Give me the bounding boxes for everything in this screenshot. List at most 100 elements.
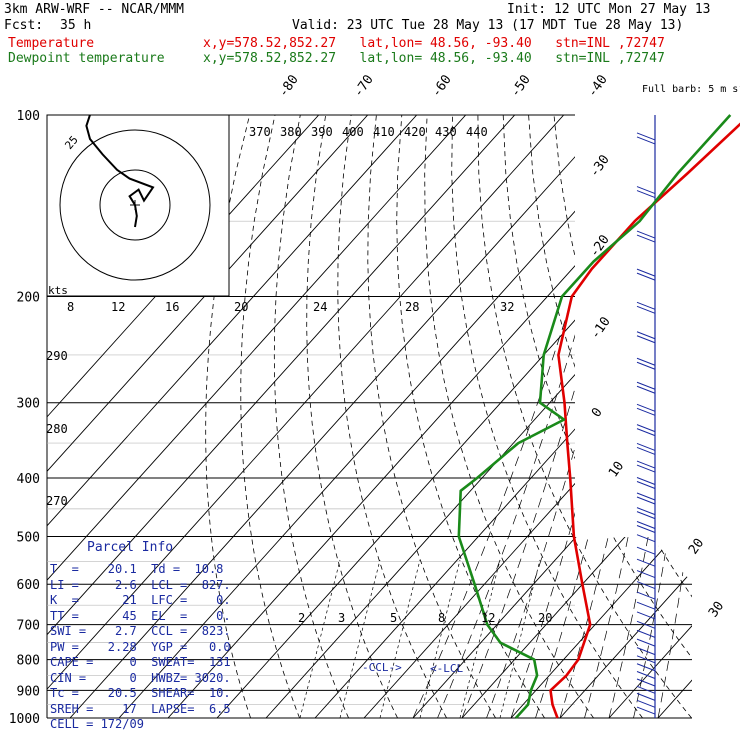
mixing-ratio-label: 32	[500, 300, 514, 314]
isotherm-line	[314, 115, 692, 718]
moist-adiabat	[608, 296, 684, 718]
wind-barb	[636, 361, 656, 370]
parcel-info-title: Parcel Info	[87, 540, 174, 555]
hodograph-units: kts	[48, 284, 68, 297]
wind-barb	[636, 601, 656, 610]
wind-barb	[636, 331, 656, 340]
dry-adiabat	[528, 115, 692, 718]
isotherm-label: -20	[587, 232, 613, 260]
hodograph-box	[46, 114, 230, 297]
parcel-info-row: CIN = 0 HWBZ= 3020.	[50, 670, 231, 685]
parcel-info-row: LI = 2.6 LCL = 827.	[50, 577, 231, 592]
dry-adiabat	[424, 115, 594, 718]
isotherm-label: 20	[686, 536, 707, 557]
dry-adiabat	[502, 115, 692, 718]
mixing-ratio-label: 3	[338, 611, 345, 625]
theta-label: 440	[466, 125, 488, 139]
mixing-ratio-label: 5	[390, 611, 397, 625]
dry-adiabat-label: 290	[46, 349, 68, 363]
wind-barb	[636, 477, 656, 485]
isotherm-line	[69, 115, 614, 718]
isotherm-line	[608, 115, 692, 718]
wind-barb	[636, 403, 656, 412]
dry-adiabat	[629, 115, 692, 718]
theta-label: 420	[404, 125, 426, 139]
mixing-ratio-label: 2	[298, 611, 305, 625]
mixing-ratio-label: 20	[538, 611, 552, 625]
wind-barb	[636, 638, 656, 647]
moist-adiabat	[461, 296, 601, 718]
isotherm-line	[363, 115, 692, 718]
wind-barb	[636, 647, 656, 656]
wind-barb	[636, 525, 656, 533]
mixing-ratio-label: 12	[481, 611, 495, 625]
parcel-info-row: CELL = 172/09	[50, 717, 144, 731]
wind-barb	[636, 570, 656, 579]
dry-adiabat	[306, 115, 398, 718]
wind-barb	[636, 335, 656, 344]
temperature-location: x,y=578.52,852.27 lat,lon= 48.56, -93.40…	[203, 36, 665, 51]
dry-adiabat	[477, 115, 692, 718]
isotherm-label: -40	[585, 72, 611, 100]
dry-adiabat-label: 270	[46, 494, 68, 508]
moist-adiabat	[657, 296, 692, 718]
wind-barb	[636, 655, 656, 664]
isotherm-label: -80	[276, 72, 302, 100]
wind-barb	[636, 305, 656, 314]
mixing-ratio-line	[419, 559, 461, 718]
wind-barb	[636, 190, 656, 199]
dry-adiabat-label: 280	[46, 422, 68, 436]
wind-barb	[636, 558, 656, 567]
wind-barb	[636, 591, 656, 600]
hodograph-ring	[59, 129, 211, 281]
dry-adiabat	[240, 115, 300, 718]
model-title: 3km ARW-WRF -- NCAR/MMM	[4, 2, 185, 17]
mixing-ratio-line	[459, 559, 501, 718]
wind-barb-legend: Full barb: 5 m s⁻¹	[642, 84, 740, 95]
isotherm-label: -30	[587, 152, 613, 180]
moist-adiabat	[510, 296, 629, 718]
pressure-label: 200	[17, 291, 40, 306]
isotherm-line	[167, 115, 692, 718]
wind-barb	[636, 446, 656, 455]
dry-adiabat	[337, 115, 447, 718]
theta-label: 390	[311, 125, 333, 139]
wind-barb	[636, 381, 656, 390]
moist-adiabat	[535, 296, 643, 718]
mixing-ratio-label: 20	[234, 300, 248, 314]
parcel-info-row: SREH = 17 LAPSE= 6.5	[50, 701, 231, 716]
wind-barb	[636, 301, 656, 310]
valid-time: Valid: 23 UTC Tue 28 May 13 (17 MDT Tue …	[292, 18, 684, 33]
isotherm-line	[47, 115, 516, 718]
isotherm-label: 10	[606, 459, 627, 480]
pressure-label: 700	[17, 619, 40, 634]
wind-barb	[636, 620, 656, 629]
wind-barb	[636, 699, 656, 708]
wind-barb	[636, 442, 656, 451]
isotherm-line	[47, 115, 369, 718]
forecast-label: Fcst:	[4, 18, 44, 33]
mixing-ratio-line	[499, 559, 541, 718]
temperature-legend: Temperature	[8, 36, 95, 51]
wind-barb	[636, 511, 656, 520]
wind-barb	[636, 521, 656, 529]
wind-barb	[636, 428, 656, 437]
dry-adiabat	[451, 115, 643, 718]
wind-barb	[636, 534, 656, 543]
mixing-ratio-line	[299, 559, 341, 718]
parcel-info-row: CAPE = 0 SWEAT= 131	[50, 655, 231, 669]
isotherm-label: 30	[706, 599, 727, 620]
forecast-hour: 35 h	[60, 18, 92, 33]
wind-barb	[636, 678, 656, 687]
mixing-ratio-line	[339, 559, 381, 718]
isotherm-label: -70	[351, 72, 377, 100]
wind-barb	[636, 460, 656, 469]
wind-barb	[636, 671, 656, 679]
ccl-label: -CCL->	[362, 661, 402, 674]
mixing-ratio-label: 8	[67, 300, 74, 314]
wind-barb	[636, 385, 656, 394]
isotherm-label: -10	[588, 314, 614, 342]
parcel-info-row: TT = 45 EL = 0.	[50, 608, 231, 623]
dry-adiabat	[553, 115, 692, 718]
